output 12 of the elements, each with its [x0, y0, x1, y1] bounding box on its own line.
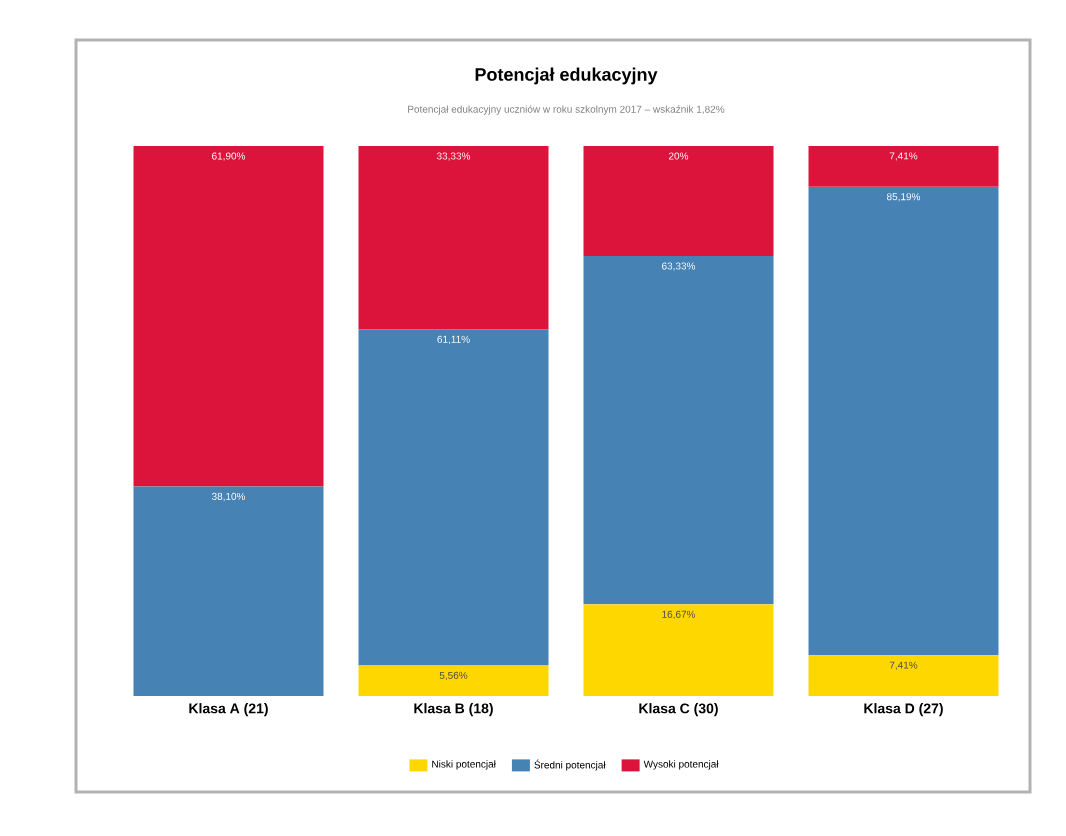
- bar: [808, 186, 999, 656]
- bar: [358, 329, 549, 666]
- bar: [583, 604, 774, 696]
- bar: [808, 146, 999, 187]
- bar: [808, 655, 999, 696]
- bar: [133, 486, 324, 696]
- bar: [358, 665, 549, 696]
- bar: [583, 256, 774, 605]
- bar: [583, 146, 774, 257]
- chart-title: Potencjał edukacyjny: [475, 67, 658, 85]
- bar: [358, 146, 549, 330]
- bar: [133, 146, 324, 487]
